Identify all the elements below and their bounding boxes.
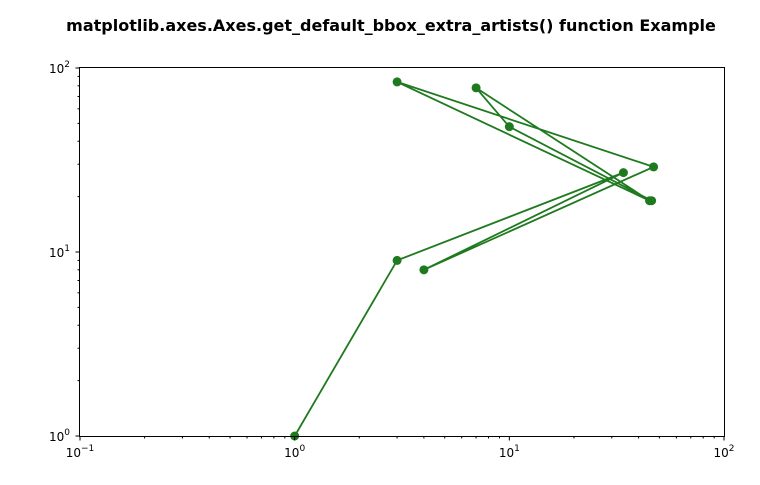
data-point [471, 83, 481, 93]
chart-title: matplotlib.axes.Axes.get_default_bbox_ex… [66, 16, 716, 35]
x-tick-label: 102 [713, 444, 734, 460]
plot-area [290, 77, 659, 441]
axes-frame [79, 67, 725, 437]
x-tick-label: 100 [284, 444, 305, 460]
data-point [392, 77, 402, 87]
data-point [392, 255, 402, 265]
data-point [649, 162, 659, 172]
x-axis: 10−1 100 101 102 [66, 436, 735, 460]
x-tick-label: 101 [499, 444, 520, 460]
y-tick-label: 100 [49, 428, 70, 444]
y-tick-label: 101 [49, 244, 70, 260]
y-axis: 100 101 102 [49, 60, 80, 444]
data-point [618, 168, 628, 178]
data-point [419, 265, 429, 275]
y-tick-label: 102 [49, 60, 70, 76]
x-tick-label: 10−1 [66, 444, 95, 460]
data-point [647, 196, 657, 206]
series-line [293, 81, 655, 437]
data-point [504, 122, 514, 132]
